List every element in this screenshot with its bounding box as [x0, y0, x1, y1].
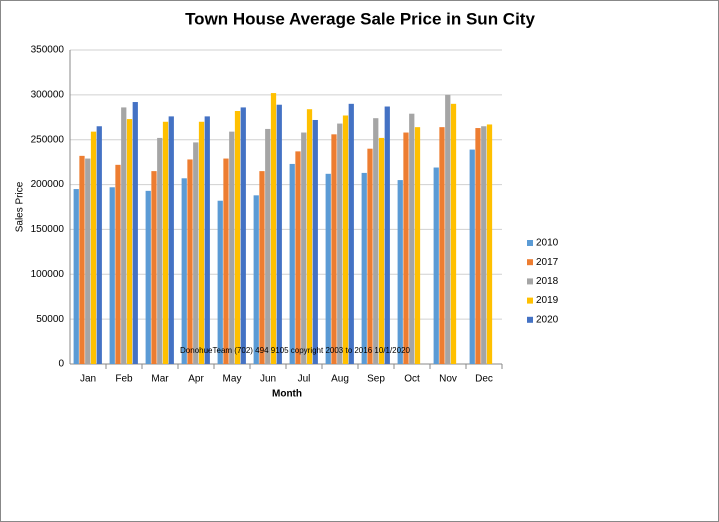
bar	[126, 119, 133, 364]
bar	[306, 109, 313, 364]
bar	[115, 164, 121, 364]
x-tick-label: Jul	[298, 374, 311, 385]
bar	[276, 104, 282, 365]
bar	[168, 116, 174, 364]
bar	[217, 200, 223, 364]
bar	[270, 93, 277, 364]
bar	[433, 167, 439, 364]
x-tick-label: Sep	[367, 374, 385, 385]
bar	[73, 189, 79, 364]
x-tick-label: May	[223, 374, 242, 385]
bar	[337, 123, 343, 365]
y-axis-label: Sales Price	[15, 181, 26, 232]
bar	[181, 178, 187, 364]
x-tick-label: Apr	[188, 374, 204, 385]
bar	[409, 113, 415, 364]
legend-marker	[527, 316, 533, 323]
bar	[289, 163, 295, 364]
x-tick-label: Jun	[260, 374, 276, 385]
bar	[342, 115, 349, 365]
y-tick-label: 200000	[31, 179, 65, 190]
y-tick-label: 250000	[31, 134, 65, 145]
x-axis-label: Month	[272, 389, 302, 400]
bar	[367, 148, 373, 364]
bar	[439, 127, 445, 364]
legend-label: 2018	[536, 276, 559, 287]
bar	[361, 172, 367, 364]
x-tick-label: Aug	[331, 374, 349, 385]
legend-marker	[527, 240, 533, 246]
chart-title: Town House Average Sale Price in Sun Cit…	[185, 9, 535, 28]
legend-marker	[527, 278, 533, 285]
bar	[450, 103, 457, 364]
y-tick-label: 0	[58, 359, 64, 370]
bar	[223, 158, 229, 364]
bar	[312, 119, 318, 364]
bar	[481, 126, 487, 364]
y-tick-label: 350000	[31, 45, 65, 56]
bar	[486, 124, 493, 364]
bar	[240, 107, 246, 364]
bar	[295, 151, 301, 364]
bar	[414, 127, 421, 364]
bar	[193, 142, 199, 364]
bar	[109, 187, 115, 364]
bar	[348, 103, 354, 364]
bar	[397, 180, 403, 364]
bar	[469, 149, 475, 364]
bar	[198, 121, 205, 365]
bar	[162, 121, 169, 365]
bar	[445, 94, 451, 364]
x-tick-label: Jan	[80, 374, 96, 385]
bar	[475, 128, 481, 364]
bar	[187, 159, 193, 364]
bar	[204, 116, 210, 364]
bar	[79, 155, 85, 364]
bar	[373, 118, 379, 364]
bar	[259, 171, 265, 364]
bar	[90, 131, 97, 364]
y-tick-label: 300000	[31, 89, 65, 100]
bar	[253, 195, 259, 364]
legend-marker	[527, 297, 533, 304]
legend-label: 2017	[536, 257, 559, 268]
x-tick-label: Oct	[404, 374, 420, 385]
bar	[384, 106, 390, 365]
legend-label: 2020	[536, 314, 559, 325]
bar	[265, 128, 271, 364]
legend-label: 2010	[536, 238, 559, 249]
x-tick-label: Feb	[115, 374, 133, 385]
annotation: DonohueTeam (702) 494 9105 copyright 200…	[180, 346, 411, 355]
x-tick-label: Dec	[475, 374, 493, 385]
bar	[85, 158, 91, 364]
bar	[121, 107, 127, 364]
bar	[331, 134, 337, 364]
bar	[151, 171, 157, 364]
y-tick-label: 150000	[31, 224, 65, 235]
bar	[234, 111, 241, 365]
bar	[403, 132, 409, 364]
y-tick-label: 100000	[31, 269, 65, 280]
bar	[96, 126, 102, 364]
x-tick-label: Mar	[151, 374, 169, 385]
y-tick-label: 50000	[36, 314, 64, 325]
bar	[378, 137, 385, 364]
bar	[301, 132, 307, 364]
x-tick-label: Nov	[439, 374, 457, 385]
bar	[157, 137, 163, 364]
legend-marker	[527, 259, 533, 266]
bar	[132, 102, 138, 364]
bar	[229, 131, 235, 364]
bar	[325, 173, 331, 364]
legend-label: 2019	[536, 295, 559, 306]
bar	[145, 190, 151, 364]
